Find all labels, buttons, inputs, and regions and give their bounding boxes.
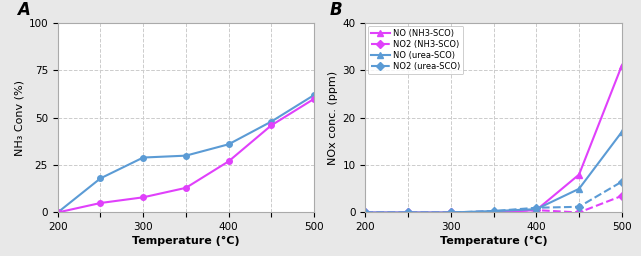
NO2 (urea-SCO) xyxy=(490,209,497,212)
NO (urea-SCO) xyxy=(404,211,412,214)
Line: NO2 (urea-SCO): NO2 (urea-SCO) xyxy=(363,179,624,215)
NO2 (NH3-SCO) xyxy=(575,211,583,214)
Y-axis label: NOx conc. (ppm): NOx conc. (ppm) xyxy=(328,71,338,165)
NO2 (NH3-SCO) xyxy=(362,211,369,214)
NO (NH3-SCO) xyxy=(447,211,454,214)
Text: A: A xyxy=(17,1,29,19)
X-axis label: Temperature (°C): Temperature (°C) xyxy=(440,236,547,247)
NO2 (urea-SCO) xyxy=(575,205,583,208)
NO2 (urea-SCO) xyxy=(362,211,369,214)
NO2 (urea-SCO) xyxy=(533,206,540,209)
Line: NO (NH3-SCO): NO (NH3-SCO) xyxy=(362,62,625,216)
NO (urea-SCO) xyxy=(447,211,454,214)
NO (NH3-SCO) xyxy=(362,211,369,214)
NO (urea-SCO) xyxy=(533,208,540,211)
NO (NH3-SCO) xyxy=(490,211,497,214)
Line: NO2 (NH3-SCO): NO2 (NH3-SCO) xyxy=(363,193,624,215)
Line: NO (urea-SCO): NO (urea-SCO) xyxy=(362,129,625,216)
NO2 (NH3-SCO) xyxy=(533,209,540,212)
X-axis label: Temperature (°C): Temperature (°C) xyxy=(132,236,240,247)
NO (NH3-SCO) xyxy=(404,211,412,214)
NO2 (NH3-SCO) xyxy=(404,211,412,214)
NO (NH3-SCO) xyxy=(533,209,540,212)
Text: B: B xyxy=(329,1,342,19)
Legend: NO (NH3-SCO), NO2 (NH3-SCO), NO (urea-SCO), NO2 (urea-SCO): NO (NH3-SCO), NO2 (NH3-SCO), NO (urea-SC… xyxy=(368,26,463,74)
NO2 (urea-SCO) xyxy=(618,180,626,183)
NO (NH3-SCO) xyxy=(618,64,626,67)
NO2 (NH3-SCO) xyxy=(490,210,497,213)
NO (urea-SCO) xyxy=(362,211,369,214)
NO (urea-SCO) xyxy=(490,209,497,212)
NO2 (urea-SCO) xyxy=(447,211,454,214)
NO (urea-SCO) xyxy=(575,187,583,190)
NO (urea-SCO) xyxy=(618,130,626,134)
Y-axis label: NH₃ Conv (%): NH₃ Conv (%) xyxy=(14,80,24,156)
NO2 (NH3-SCO) xyxy=(618,194,626,197)
NO2 (urea-SCO) xyxy=(404,211,412,214)
NO2 (NH3-SCO) xyxy=(447,211,454,214)
NO (NH3-SCO) xyxy=(575,173,583,176)
